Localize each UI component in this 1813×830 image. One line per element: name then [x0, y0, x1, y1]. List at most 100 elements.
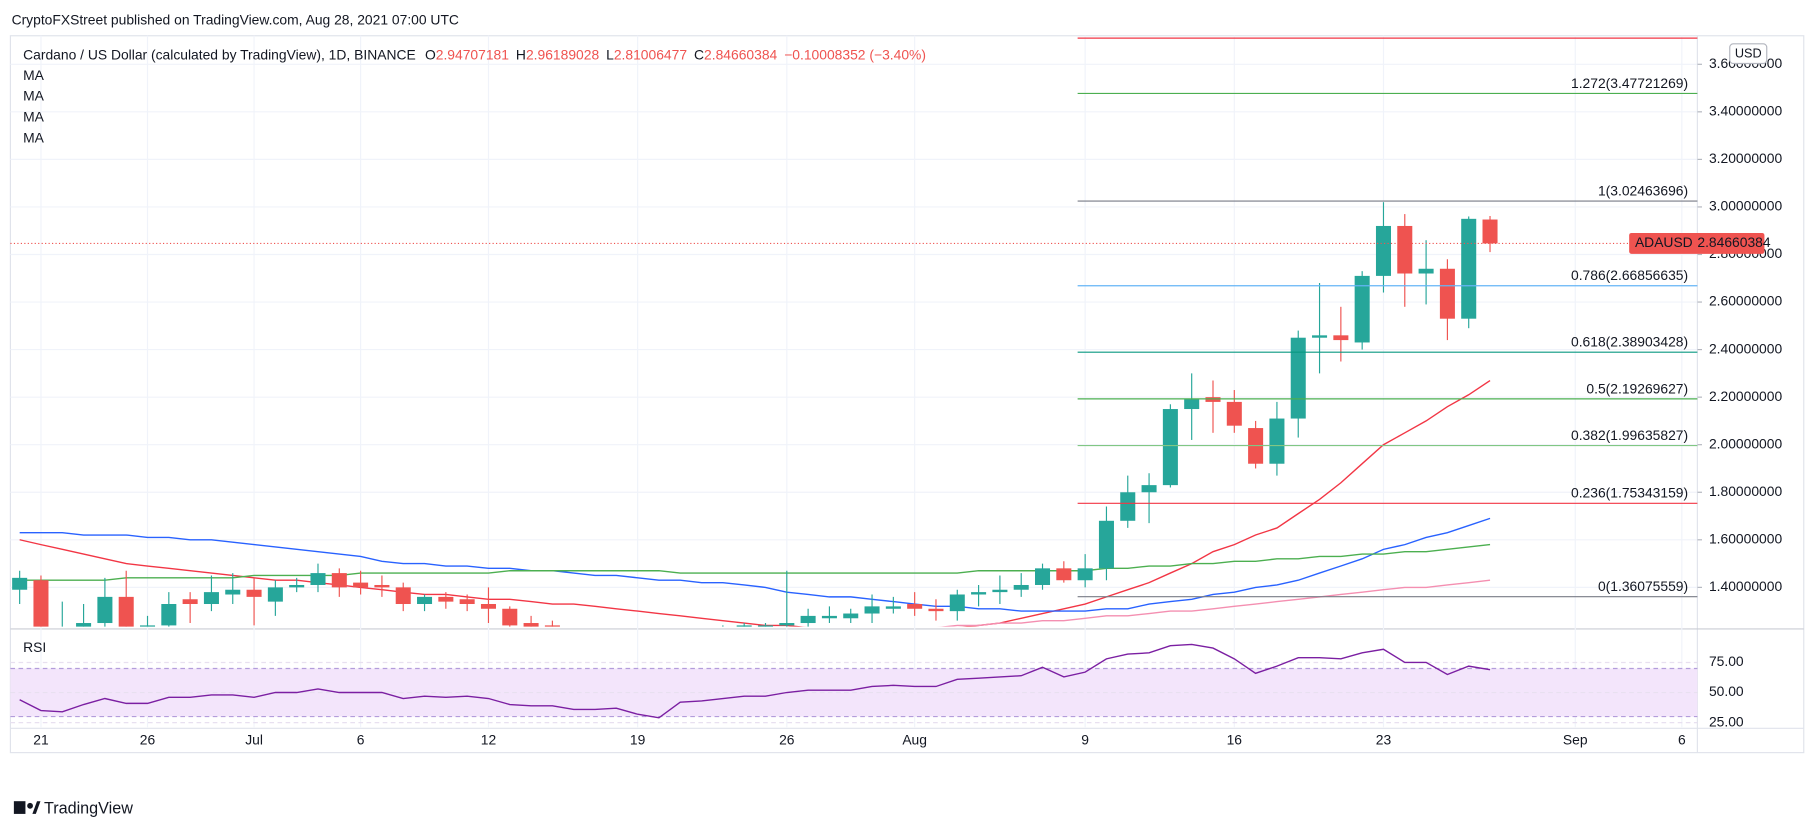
- x-tick-label: Sep: [1563, 732, 1588, 748]
- candle-body: [843, 613, 859, 619]
- candle-body: [1141, 485, 1157, 493]
- candle-body: [971, 592, 987, 595]
- candle-body: [459, 599, 475, 605]
- candle-body: [949, 594, 965, 612]
- candle-body: [1482, 219, 1498, 244]
- fib-label: 0.786(2.66856635): [1571, 267, 1688, 283]
- price-tag-value: 2.84660384: [1697, 234, 1771, 250]
- candle-body: [1397, 225, 1413, 274]
- symbol-title: Cardano / US Dollar (calculated by Tradi…: [23, 46, 416, 62]
- candle-body: [267, 587, 283, 602]
- rsi-tick-label: 25.00: [1709, 713, 1744, 729]
- candle-body: [992, 589, 1008, 593]
- candle-body: [1226, 401, 1242, 426]
- legend: Cardano / US Dollar (calculated by Tradi…: [23, 46, 926, 62]
- candle-body: [12, 577, 28, 590]
- candle-body: [353, 582, 369, 588]
- x-tick-label: Jul: [245, 732, 263, 748]
- candle-body: [33, 580, 49, 627]
- candle-body: [1333, 335, 1349, 341]
- ohlc-key: L: [606, 46, 614, 62]
- candle-body: [800, 615, 816, 624]
- fib-label: 0.236(1.75343159): [1571, 485, 1688, 501]
- ohlc-value: 2.81006477: [614, 46, 688, 62]
- price-pane: [10, 202, 1698, 627]
- fib-label: 0.5(2.19269627): [1586, 380, 1688, 396]
- branding: TradingView: [13, 800, 133, 818]
- ohlc-value: 2.96189028: [526, 46, 600, 62]
- x-tick-label: 9: [1081, 732, 1089, 748]
- x-tick-label: 12: [481, 732, 497, 748]
- candle-body: [1269, 418, 1285, 464]
- ohlc-value: 2.94707181: [436, 46, 510, 62]
- candle-body: [139, 625, 156, 627]
- candle-body: [928, 608, 944, 612]
- logo: [32, 801, 41, 814]
- x-tick-label: 23: [1376, 732, 1392, 748]
- branding-text: TradingView: [44, 800, 133, 818]
- candle-body: [1312, 335, 1328, 338]
- x-tick-label: 6: [1678, 732, 1686, 748]
- ma-line: [19, 543, 1491, 581]
- candle-body: [331, 573, 347, 588]
- y-tick-label: 3.20000000: [1709, 150, 1783, 166]
- candle-body: [161, 604, 177, 626]
- y-tick-label: 2.00000000: [1709, 435, 1783, 451]
- candle-body: [1375, 225, 1391, 276]
- y-tick-label: 2.60000000: [1709, 293, 1783, 309]
- change: −0.10008352 (−3.40%): [784, 46, 926, 62]
- y-tick-label: 1.80000000: [1709, 483, 1783, 499]
- candle-body: [1077, 568, 1093, 581]
- fib-label: 0.618(2.38903428): [1571, 334, 1688, 350]
- fib-label: 1.272(3.47721269): [1571, 75, 1688, 91]
- fib-label: 0.382(1.99635827): [1571, 427, 1688, 443]
- currency-box: [1729, 43, 1768, 65]
- candle-body: [203, 592, 219, 605]
- candle-body: [1013, 584, 1029, 590]
- price-tag-symbol: ADAUSD: [1635, 234, 1693, 250]
- candle-body: [1290, 337, 1306, 419]
- ma-label: MA: [23, 109, 45, 125]
- candle-body: [1184, 399, 1200, 410]
- ma-line: [19, 517, 1491, 612]
- logo: [13, 801, 26, 814]
- y-tick-label: 2.20000000: [1709, 388, 1783, 404]
- candle-body: [907, 604, 923, 609]
- y-tick-label: 3.00000000: [1709, 198, 1783, 214]
- rsi-line: [19, 643, 1491, 719]
- candle-body: [1120, 492, 1136, 521]
- ohlc-key: C: [694, 46, 704, 62]
- candle-body: [118, 596, 134, 627]
- candle-body: [1098, 520, 1114, 569]
- rsi-title: RSI: [23, 639, 46, 655]
- candle-body: [779, 623, 795, 626]
- ma-line: [940, 579, 1491, 627]
- candle-body: [182, 599, 198, 605]
- candle-body: [523, 623, 539, 627]
- currency: USD: [1735, 46, 1762, 61]
- y-tick-label: 2.40000000: [1709, 340, 1783, 356]
- candle-body: [1461, 218, 1477, 319]
- x-tick-label: Aug: [902, 732, 927, 748]
- y-tick-label: 1.60000000: [1709, 530, 1783, 546]
- candle-body: [821, 615, 837, 619]
- candle-body: [395, 587, 411, 605]
- y-tick-label: 3.40000000: [1709, 102, 1783, 118]
- candle-body: [246, 589, 262, 597]
- rsi-plot: [19, 643, 1491, 719]
- candle-body: [1418, 268, 1434, 274]
- candle-body: [374, 584, 390, 588]
- ma-label: MA: [23, 129, 45, 145]
- candle-body: [864, 606, 880, 614]
- grid: [10, 35, 1698, 728]
- candle-body: [544, 625, 560, 627]
- x-tick-label: 21: [33, 732, 49, 748]
- x-tick-label: 19: [630, 732, 646, 748]
- x-tick-label: 16: [1227, 732, 1243, 748]
- candle-body: [417, 596, 433, 605]
- rsi-tick-label: 50.00: [1709, 683, 1744, 699]
- candle-body: [736, 625, 752, 627]
- ma-line: [19, 379, 1491, 627]
- candle-body: [1056, 568, 1072, 581]
- x-tick-label: 26: [140, 732, 156, 748]
